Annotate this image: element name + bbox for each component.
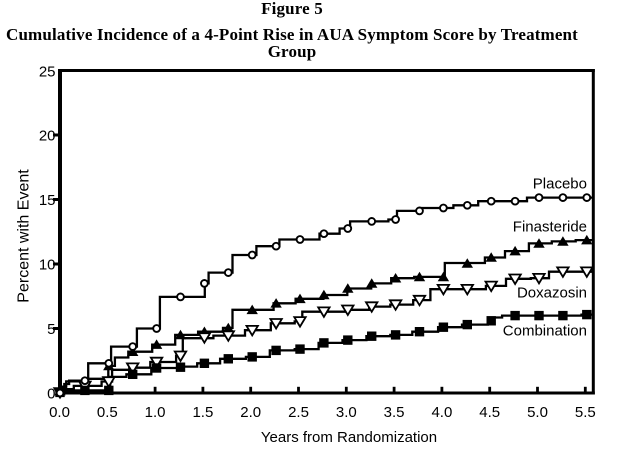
svg-text:3.0: 3.0 (336, 404, 357, 421)
svg-text:Years from Randomization: Years from Randomization (261, 429, 437, 446)
svg-text:5.0: 5.0 (527, 404, 548, 421)
svg-text:10: 10 (39, 256, 56, 273)
svg-text:1.5: 1.5 (192, 404, 213, 421)
svg-text:2.0: 2.0 (240, 404, 261, 421)
svg-text:1.0: 1.0 (145, 404, 166, 421)
svg-text:0.5: 0.5 (97, 404, 118, 421)
svg-text:0.0: 0.0 (49, 404, 70, 421)
svg-text:2.5: 2.5 (288, 404, 309, 421)
svg-text:0: 0 (47, 385, 55, 402)
svg-text:Doxazosin: Doxazosin (517, 285, 587, 302)
svg-text:15: 15 (39, 192, 56, 209)
svg-text:Percent with Event: Percent with Event (16, 169, 33, 303)
svg-text:25: 25 (39, 64, 56, 81)
svg-text:5.5: 5.5 (575, 404, 596, 421)
svg-text:Combination: Combination (503, 323, 587, 340)
svg-text:3.5: 3.5 (384, 404, 405, 421)
svg-text:Placebo: Placebo (533, 176, 587, 193)
svg-text:Finasteride: Finasteride (513, 219, 587, 236)
svg-text:20: 20 (39, 127, 56, 144)
svg-text:5: 5 (47, 321, 55, 338)
svg-text:4.0: 4.0 (431, 404, 452, 421)
svg-text:4.5: 4.5 (479, 404, 500, 421)
